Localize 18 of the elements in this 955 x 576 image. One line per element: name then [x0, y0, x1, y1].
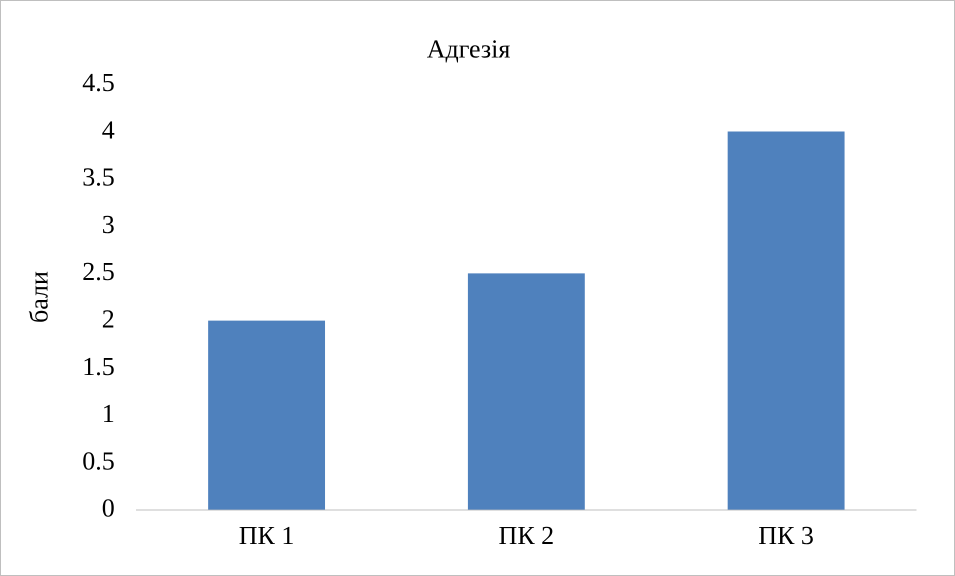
y-tick-label: 1.5 — [82, 352, 115, 381]
x-tick-label: ПК 3 — [758, 521, 814, 550]
y-tick-label: 1 — [102, 399, 115, 428]
bar — [208, 320, 326, 510]
y-tick-label: 0.5 — [82, 446, 115, 476]
y-tick-label: 2.5 — [82, 257, 115, 286]
y-tick-label: 0 — [102, 494, 115, 523]
x-tick-label: ПК 2 — [498, 521, 554, 550]
y-tick-label: 3 — [102, 210, 115, 239]
y-axis-title: бали — [24, 270, 54, 323]
chart-title: Адгезія — [426, 34, 510, 64]
bar — [468, 273, 585, 510]
y-tick-label: 4 — [102, 115, 115, 144]
y-tick-label: 3.5 — [82, 162, 115, 192]
y-tick-label: 2 — [102, 304, 115, 334]
bar — [728, 131, 845, 510]
x-tick-label: ПК 1 — [238, 521, 294, 550]
y-tick-label: 4.5 — [82, 68, 115, 98]
